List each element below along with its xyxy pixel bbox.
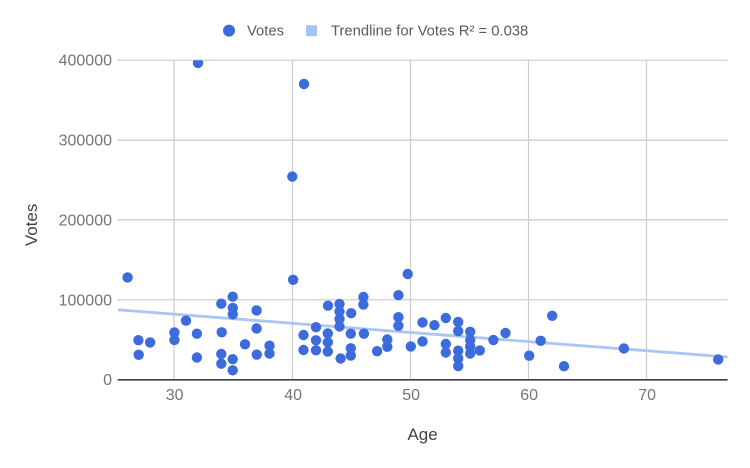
- svg-text:70: 70: [638, 387, 656, 404]
- svg-text:40: 40: [284, 387, 302, 404]
- svg-text:60: 60: [520, 387, 538, 404]
- svg-text:30: 30: [166, 387, 184, 404]
- svg-text:50: 50: [402, 387, 420, 404]
- svg-text:Trendline for Votes R² = 0.038: Trendline for Votes R² = 0.038: [331, 24, 528, 40]
- svg-text:200000: 200000: [59, 212, 112, 229]
- svg-text:Votes: Votes: [247, 24, 284, 40]
- svg-text:Age: Age: [407, 425, 437, 444]
- svg-text:100000: 100000: [59, 292, 112, 309]
- svg-text:0: 0: [103, 372, 112, 389]
- svg-text:Votes: Votes: [22, 204, 41, 247]
- svg-text:300000: 300000: [59, 133, 112, 150]
- svg-text:400000: 400000: [59, 53, 112, 70]
